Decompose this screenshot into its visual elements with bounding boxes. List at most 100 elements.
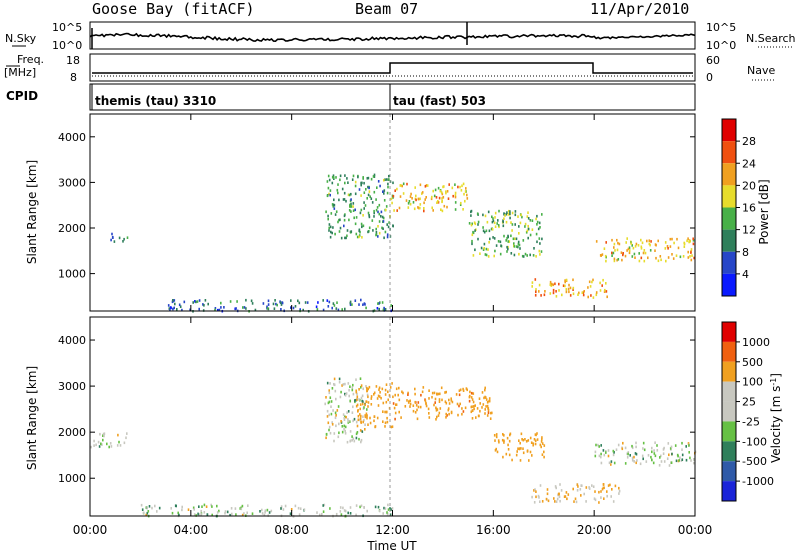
velocity-echo-cell bbox=[626, 452, 628, 456]
power-echo-cell bbox=[459, 185, 461, 189]
velocity-echo-cell bbox=[629, 454, 631, 457]
velocity-echo-cell bbox=[609, 483, 611, 487]
velocity-echo-cell bbox=[689, 456, 691, 460]
date-title: 11/Apr/2010 bbox=[590, 0, 689, 18]
velocity-echo-cell bbox=[353, 439, 356, 443]
power-echo-cell bbox=[368, 226, 371, 230]
velocity-echo-cell bbox=[351, 386, 354, 389]
power-echo-cell bbox=[554, 282, 556, 286]
velocity-echo-cell bbox=[280, 505, 283, 508]
velocity-echo-cell bbox=[485, 396, 487, 399]
velocity-echo-cell bbox=[102, 434, 104, 437]
time-axis: 00:00 04:00 08:00 12:00 16:00 20:00 00:00 bbox=[73, 523, 713, 537]
power-echo-cell bbox=[438, 196, 441, 200]
velocity-echo-cell bbox=[362, 415, 364, 418]
velocity-echo-cell bbox=[359, 505, 361, 509]
power-echo-cell bbox=[204, 299, 207, 302]
power-echo-cell bbox=[612, 251, 615, 255]
power-echo-cell bbox=[393, 209, 395, 212]
power-echo-cell bbox=[535, 255, 537, 258]
velocity-echo-cell bbox=[475, 416, 477, 419]
velocity-echo-cell bbox=[118, 440, 120, 444]
power-echo-cell bbox=[511, 211, 514, 215]
velocity-echo-cell bbox=[558, 495, 561, 499]
velocity-echo-cell bbox=[462, 387, 464, 391]
velocity-echo-cell bbox=[355, 389, 357, 393]
velocity-echo-cell bbox=[639, 462, 642, 466]
velocity-echo-cell bbox=[361, 402, 364, 406]
power-echo-cell bbox=[507, 234, 509, 238]
power-echo-cell bbox=[561, 293, 563, 297]
velocity-echo-cell bbox=[218, 509, 220, 513]
velocity-echo-cell bbox=[331, 387, 334, 390]
power-echo-cell bbox=[537, 227, 540, 231]
velocity-echo-cell bbox=[431, 395, 433, 399]
velocity-echo-cell bbox=[602, 483, 605, 486]
power-echo-cell bbox=[333, 207, 336, 210]
power-echo-cell bbox=[504, 214, 506, 217]
power-echo-cell bbox=[337, 191, 339, 195]
velocity-echo-cell bbox=[351, 388, 354, 392]
velocity-echo-cell bbox=[328, 400, 331, 404]
power-echo-cell bbox=[220, 301, 222, 305]
velocity-echo-cell bbox=[543, 450, 545, 454]
velocity-echo-cell bbox=[348, 394, 350, 398]
velocity-echo-cell bbox=[366, 414, 368, 417]
power-echo-cell bbox=[350, 198, 352, 201]
power-echo-cell bbox=[402, 182, 405, 186]
power-echo-cell bbox=[499, 252, 502, 256]
velocity-echo-cell bbox=[100, 442, 102, 446]
velocity-echo-cell bbox=[93, 439, 95, 443]
power-echo-cell bbox=[519, 247, 521, 250]
power-colorbar-swatch bbox=[722, 207, 736, 230]
power-echo-cell bbox=[195, 300, 197, 304]
power-echo-cell bbox=[446, 190, 449, 193]
velocity-echo-cell bbox=[613, 461, 616, 465]
velocity-echo-cell bbox=[386, 420, 389, 424]
velocity-echo-cell bbox=[541, 442, 544, 445]
power-echo-cell bbox=[441, 199, 443, 203]
velocity-echo-cell bbox=[366, 389, 368, 393]
velocity-echo-cell bbox=[344, 509, 347, 513]
power-echo-cell bbox=[552, 283, 554, 287]
velocity-echo-cell bbox=[193, 513, 196, 516]
velocity-echo-cell bbox=[366, 393, 369, 397]
power-echo-cell bbox=[491, 215, 493, 219]
velocity-echo-cell bbox=[93, 444, 95, 447]
power-echo-cell bbox=[425, 196, 427, 199]
velocity-ytick-label: 4000 bbox=[58, 334, 86, 347]
power-echo-cell bbox=[488, 229, 491, 233]
power-echo-cell bbox=[332, 205, 334, 208]
power-echo-cell bbox=[375, 231, 378, 234]
power-echo-cell bbox=[424, 185, 427, 188]
power-colorbar-swatch bbox=[722, 251, 736, 274]
velocity-echo-cell bbox=[614, 484, 617, 488]
velocity-echo-cell bbox=[635, 441, 637, 445]
power-echo-cell bbox=[267, 299, 270, 303]
power-echo-cell bbox=[365, 306, 367, 310]
power-echo-cell bbox=[168, 307, 171, 310]
power-echo-cell bbox=[476, 212, 479, 215]
power-echo-cell bbox=[605, 241, 607, 244]
velocity-echo-cell bbox=[347, 418, 349, 421]
time-tick-label: 04:00 bbox=[174, 523, 209, 537]
power-echo-cell bbox=[472, 230, 474, 234]
power-echo-cell bbox=[513, 242, 515, 245]
velocity-echo-cell bbox=[681, 441, 683, 445]
power-echo-cell bbox=[352, 202, 355, 205]
velocity-echo-cell bbox=[624, 446, 627, 450]
power-echo-cell bbox=[378, 307, 380, 311]
velocity-echo-cell bbox=[375, 385, 378, 388]
power-echo-cell bbox=[364, 204, 367, 207]
velocity-echo-cell bbox=[349, 512, 352, 515]
velocity-echo-cell bbox=[594, 490, 596, 493]
nsearch-label: N.Search bbox=[746, 32, 796, 45]
velocity-echo-cell bbox=[343, 416, 345, 420]
velocity-echo-cell bbox=[659, 456, 661, 459]
velocity-echo-cell bbox=[394, 393, 396, 397]
velocity-echo-cell bbox=[356, 398, 358, 402]
power-echo-cell bbox=[454, 194, 457, 197]
velocity-echo-cell bbox=[394, 417, 396, 421]
velocity-echo-cell bbox=[384, 393, 387, 396]
power-echo-cell bbox=[343, 224, 345, 228]
